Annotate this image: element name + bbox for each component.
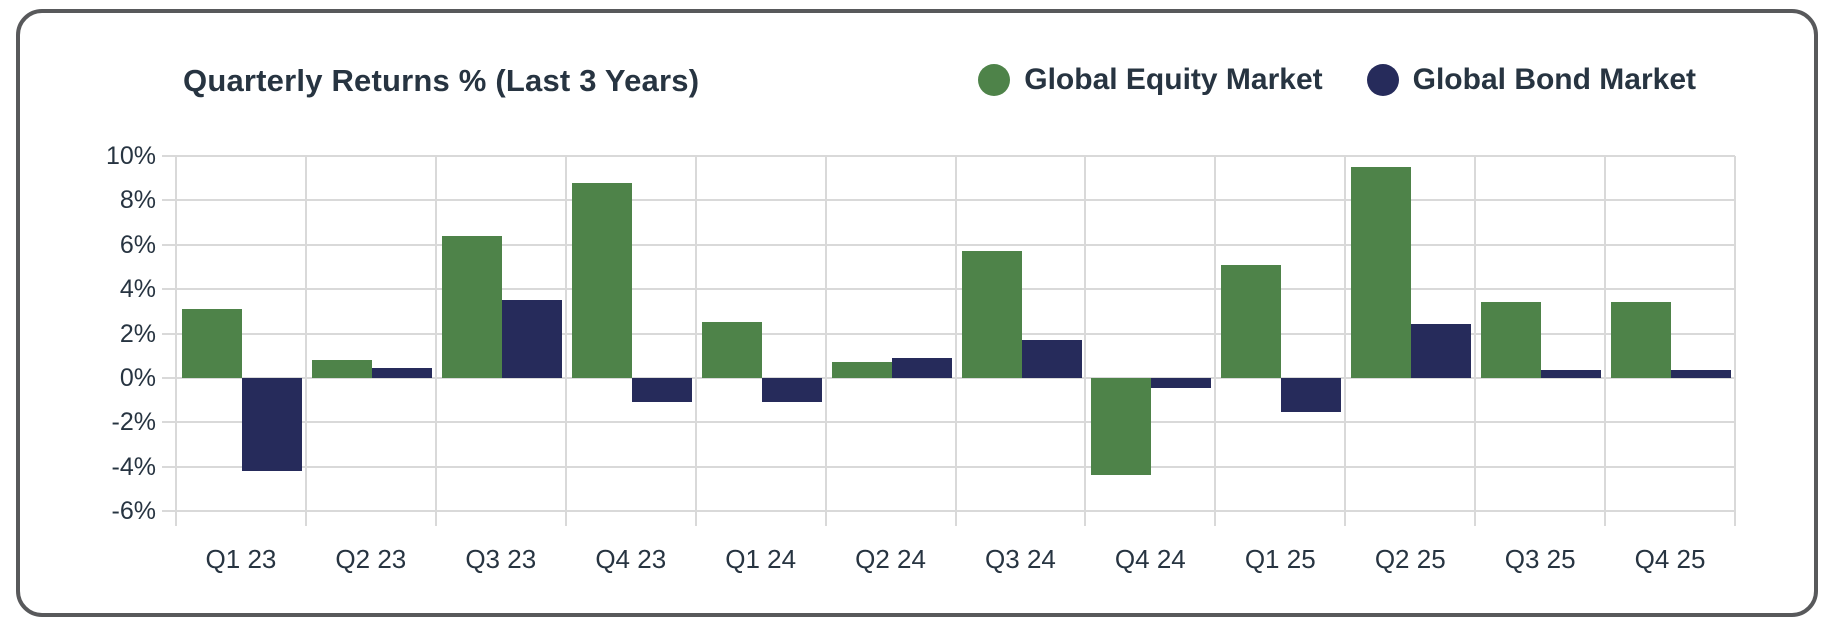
legend-item-bond: Global Bond Market [1366,63,1696,97]
y-axis-label-8: 8% [119,186,156,215]
y-axis-label-0: 0% [119,363,156,392]
x-axis-label-q3-25: Q3 25 [1504,544,1576,574]
x-axis-label-q1-23: Q1 23 [205,544,277,574]
x-axis-label-q1-24: Q1 24 [725,544,797,574]
x-axis-label-q4-24: Q4 24 [1114,544,1186,574]
bar-bond-q2-25 [1411,323,1472,378]
bar-equity-q1-23 [182,309,242,378]
bar-equity-q4-24 [1091,377,1152,476]
gridline-x-8 [1214,156,1216,526]
gridline-y-10 [162,155,1735,157]
equity-series-dot-icon [978,64,1011,96]
y-axis-label--2: -2% [111,408,156,437]
bar-bond-q1-23 [242,377,302,472]
x-axis-label-q2-24: Q2 24 [855,544,926,574]
bar-bond-q3-23 [501,300,562,378]
x-axis-label-q4-25: Q4 25 [1634,544,1706,574]
gridline-y-4 [162,288,1735,291]
gridline-x-3 [565,156,567,526]
bar-equity-q3-23 [441,235,502,378]
bar-bond-q3-25 [1541,370,1602,378]
gridline-x-7 [1084,156,1086,526]
bar-equity-q2-25 [1351,167,1412,378]
x-axis-label-q3-24: Q3 24 [985,544,1056,574]
x-axis-label-q1-25: Q1 25 [1244,544,1316,574]
gridline-x-6 [955,156,957,526]
gridline-x-12 [1734,156,1736,526]
gridline-x-1 [305,156,307,526]
gridline-x-2 [435,156,437,526]
legend-label-bond: Global Bond Market [1412,63,1696,96]
plot-area: 10% 8% 6% 4% 2% 0% -2% -4% -6% Q1 23 Q2 23 Q3 23 Q4 … [106,142,1736,574]
gridline-y--4 [162,465,1735,468]
gridline-x-0 [175,156,177,526]
y-axis-label-10: 10% [105,142,156,170]
bar-bond-q4-25 [1671,370,1732,378]
bar-equity-q3-24 [961,251,1022,378]
y-axis-label--6: -6% [111,497,156,525]
bar-bond-q4-23 [631,377,692,403]
gridline-x-4 [695,156,697,526]
bar-equity-q1-24 [701,322,762,378]
chart-title: Quarterly Returns % (Last 3 Years) [183,63,700,98]
gridline-y-2 [162,332,1735,335]
bar-equity-q2-24 [831,362,892,378]
bar-bond-q3-24 [1021,340,1082,378]
gridline-x-9 [1344,156,1346,526]
x-axis-label-q3-23: Q3 23 [465,544,537,574]
bar-equity-q1-25 [1221,264,1282,378]
bar-bond-q1-25 [1281,377,1342,413]
chart-card: Quarterly Returns % (Last 3 Years) Globa… [16,9,1818,617]
x-axis-label-q2-25: Q2 25 [1374,544,1446,574]
gridline-x-11 [1604,156,1606,526]
bar-bond-q2-24 [891,357,952,378]
legend-label-equity: Global Equity Market [1024,63,1323,96]
gridline-x-10 [1474,156,1476,526]
gridline-y--2 [162,421,1735,424]
bar-equity-q2-23 [311,360,372,378]
x-axis-label-q4-23: Q4 23 [595,544,667,574]
bar-equity-q4-23 [571,182,632,378]
y-axis-label-4: 4% [119,275,156,304]
gridline-y-8 [162,199,1735,202]
y-axis-label--4: -4% [111,452,156,481]
legend-item-equity: Global Equity Market [978,63,1323,97]
bar-equity-q3-25 [1481,302,1542,378]
gridline-x-5 [825,156,827,526]
legend: Global Equity Market Global Bond Market [978,63,1696,97]
gridline-y--6 [162,510,1735,512]
bond-series-dot-icon [1366,64,1399,96]
bar-bond-q4-24 [1151,377,1212,388]
x-axis-label-q2-23: Q2 23 [335,544,407,574]
gridline-y-6 [162,243,1735,246]
y-axis-label-2: 2% [119,319,156,348]
bar-equity-q4-25 [1611,302,1672,378]
y-axis-label-6: 6% [119,230,156,259]
bar-bond-q2-23 [371,367,432,378]
bar-bond-q1-24 [761,377,822,403]
